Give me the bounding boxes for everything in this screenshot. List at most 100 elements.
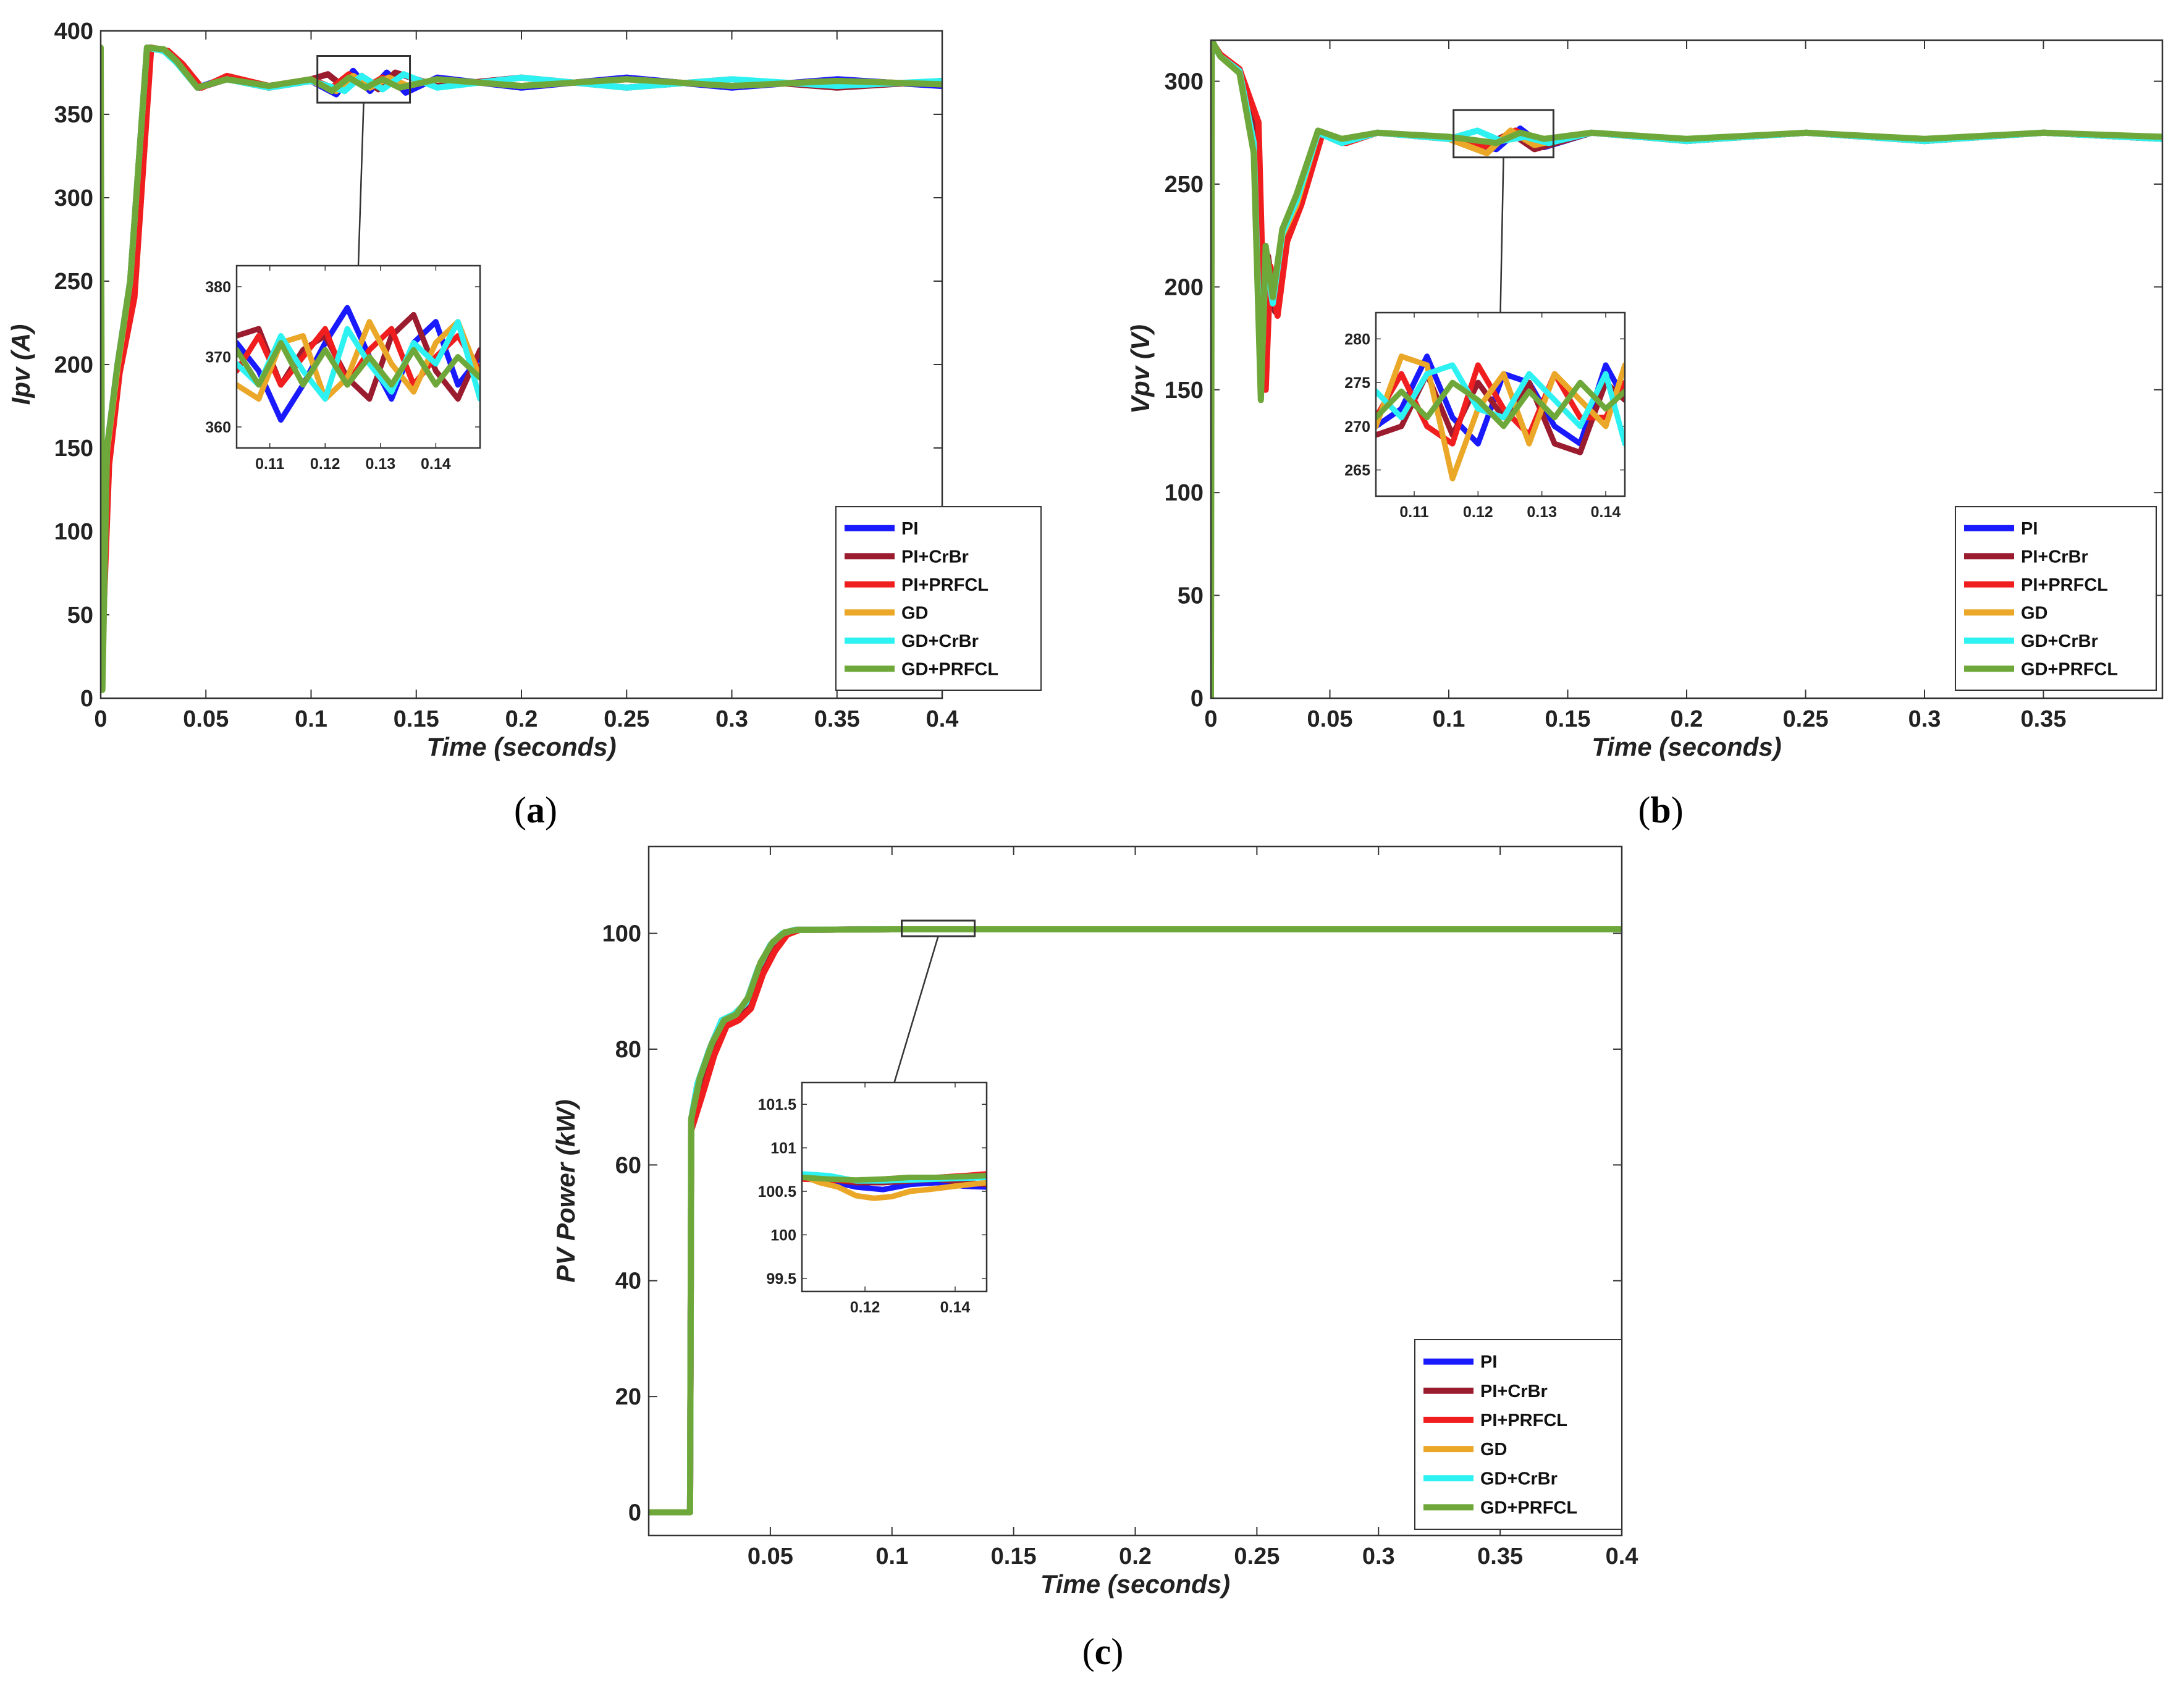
chart-c-xtick-label: 0.3 xyxy=(1362,1544,1395,1569)
chart-a-ytick-label: 350 xyxy=(54,102,93,128)
chart-b-inset-series-gd-crbr xyxy=(1376,362,1625,447)
chart-c-inset-series-group xyxy=(802,1171,987,1201)
chart-b-ytick-label: 200 xyxy=(1165,274,1204,300)
chart-a-xtick-label: 0.05 xyxy=(183,706,229,732)
chart-a-x-axis-label: Time (seconds) xyxy=(426,732,616,761)
chart-b-y-axis-label: Vpv (V) xyxy=(1126,324,1155,414)
chart-b-inset-ytick-label: 265 xyxy=(1344,462,1370,479)
chart-c-ytick-label: 20 xyxy=(615,1384,641,1410)
chart-b-legend-box xyxy=(1955,506,2157,691)
chart-a-y-axis-label: Ipv (A) xyxy=(6,324,35,405)
chart-b-legend-label: GD+CrBr xyxy=(2021,631,2098,651)
chart-b-inset-xtick-label: 0.14 xyxy=(1591,504,1621,521)
chart-a-inset-frame xyxy=(235,264,481,449)
chart-c-inset-series-gd-prfcl xyxy=(802,1173,987,1183)
chart-b-ytick-label: 150 xyxy=(1165,378,1204,403)
chart-a-inset-xtick-label: 0.11 xyxy=(255,455,284,473)
chart-a-inset-xtick-label: 0.13 xyxy=(365,455,395,473)
chart-c-zoom-connector xyxy=(893,935,939,1083)
chart-c-ytick-label: 0 xyxy=(628,1500,641,1526)
chart-a-inset-series-group xyxy=(237,305,480,423)
chart-b-xtick-label: 0.05 xyxy=(1307,706,1353,732)
chart-b-inset-series-group xyxy=(1376,353,1625,482)
chart-b-inset-xtick-label: 0.11 xyxy=(1399,504,1428,521)
chart-a-xtick-label: 0.2 xyxy=(505,706,538,732)
chart-a-ytick-label: 50 xyxy=(67,602,93,628)
chart-c-legend-label: PI+PRFCL xyxy=(1480,1411,1567,1430)
chart-b-inset-xtick-label: 0.12 xyxy=(1463,504,1493,521)
chart-b-inset-ytick-label: 270 xyxy=(1344,418,1370,436)
chart-c-inset-frame xyxy=(801,1081,988,1293)
chart-b-legend-label: PI+CrBr xyxy=(2021,547,2088,567)
chart-a-xtick-label: 0 xyxy=(94,706,107,732)
chart-c-xtick-label: 0.35 xyxy=(1477,1544,1523,1569)
chart-c-ytick-label: 60 xyxy=(615,1152,641,1178)
chart-b-inset-ytick-label: 275 xyxy=(1344,374,1370,392)
chart-b-ytick-label: 0 xyxy=(1191,686,1204,712)
chart-c-series-gd-prfcl xyxy=(649,926,1622,1516)
chart-a-ytick-label: 200 xyxy=(54,352,93,378)
chart-c-ytick-label: 80 xyxy=(615,1037,641,1063)
chart-a-ytick-label: 400 xyxy=(54,19,93,44)
chart-b-xtick-label: 0.15 xyxy=(1545,706,1591,732)
panel-label-a: (a) xyxy=(514,790,557,830)
chart-b-series-group xyxy=(1211,40,2162,698)
chart-b-x-axis-label: Time (seconds) xyxy=(1592,732,1781,761)
chart-b-legend-label: GD xyxy=(2021,603,2048,623)
chart-c-inset-ytick-label: 101.5 xyxy=(757,1096,796,1113)
chart-c-legend-label: PI xyxy=(1480,1353,1497,1372)
chart-a-legend-label: PI+CrBr xyxy=(901,547,969,567)
chart-c-inset-ytick-label: 99.5 xyxy=(766,1270,796,1288)
chart-b-ytick-label: 50 xyxy=(1178,583,1204,609)
chart-a-legend-label: PI+PRFCL xyxy=(901,575,989,595)
chart-a-ytick-label: 150 xyxy=(54,436,93,462)
chart-a-ytick-label: 300 xyxy=(54,185,93,211)
chart-c-inset-ytick-label: 100 xyxy=(770,1227,796,1244)
chart-b-xtick-label: 0.2 xyxy=(1671,706,1703,732)
chart-a-xtick-label: 0.3 xyxy=(715,706,748,732)
chart-b-legend-label: GD+PRFCL xyxy=(2021,659,2118,679)
chart-a-inset-ytick-label: 370 xyxy=(205,349,231,366)
chart-c-inset-xtick-label: 0.12 xyxy=(850,1299,880,1316)
chart-a-xtick-label: 0.1 xyxy=(295,706,327,732)
chart-b-xtick-label: 0.3 xyxy=(1908,706,1941,732)
chart-b-inset-frame xyxy=(1375,311,1626,497)
panel-label-c: (c) xyxy=(1082,1631,1124,1672)
chart-c-inset-ytick-label: 101 xyxy=(770,1140,796,1157)
chart-c-legend-label: GD+CrBr xyxy=(1480,1469,1558,1489)
chart-a-inset-xtick-label: 0.12 xyxy=(310,455,340,473)
chart-c-xtick-label: 0.25 xyxy=(1234,1544,1280,1569)
chart-a-inset-ytick-label: 360 xyxy=(205,419,231,436)
chart-b-inset-series-gd-prfcl xyxy=(1376,379,1625,429)
chart-c-xtick-label: 0.15 xyxy=(991,1544,1037,1569)
chart-c-legend-label: PI+CrBr xyxy=(1480,1382,1548,1401)
chart-b-xtick-label: 0 xyxy=(1204,706,1217,732)
chart-a-inset-series-pi xyxy=(237,305,480,423)
chart-a-ytick-label: 0 xyxy=(80,686,93,712)
chart-a-inset-ytick-label: 380 xyxy=(205,279,231,296)
chart-c-legend-label: GD+PRFCL xyxy=(1480,1498,1577,1518)
chart-b: 0 0.05 0.1 0.15 0.2 0.25 0.3 0.35 0 50 100 150 200 25… xyxy=(1126,39,2164,761)
chart-b-ytick-label: 100 xyxy=(1165,480,1204,506)
chart-c-axes-frame xyxy=(647,845,1623,1537)
chart-b-xtick-label: 0.25 xyxy=(1783,706,1829,732)
chart-c-x-axis-label: Time (seconds) xyxy=(1040,1569,1230,1598)
panel-label-b: (b) xyxy=(1638,790,1683,830)
chart-a-xtick-label: 0.15 xyxy=(394,706,439,732)
chart-a-ytick-label: 100 xyxy=(54,519,93,545)
chart-b-inset-xtick-label: 0.13 xyxy=(1527,504,1557,521)
chart-b-series-gd-prfcl xyxy=(1211,40,2162,698)
chart-a: 0 0.05 0.1 0.15 0.2 0.25 0.3 0.35 0.4 0 50 100 150 20… xyxy=(6,19,1042,761)
chart-b-xtick-label: 0.35 xyxy=(2021,706,2067,732)
chart-a-xtick-label: 0.25 xyxy=(604,706,649,732)
chart-a-series-gd-prfcl xyxy=(101,44,942,693)
chart-a-zoom-connector xyxy=(357,103,365,266)
chart-a-legend-label: PI xyxy=(901,519,918,539)
chart-a-inset-xtick-label: 0.14 xyxy=(421,455,451,473)
chart-a-legend-label: GD+CrBr xyxy=(901,631,979,651)
chart-a-legend-box xyxy=(835,506,1042,691)
chart-a-ytick-label: 250 xyxy=(54,269,93,295)
chart-a-legend-label: GD+PRFCL xyxy=(901,659,998,679)
chart-b-inset-ytick-label: 280 xyxy=(1344,331,1370,348)
chart-c-legend-box xyxy=(1414,1339,1622,1530)
